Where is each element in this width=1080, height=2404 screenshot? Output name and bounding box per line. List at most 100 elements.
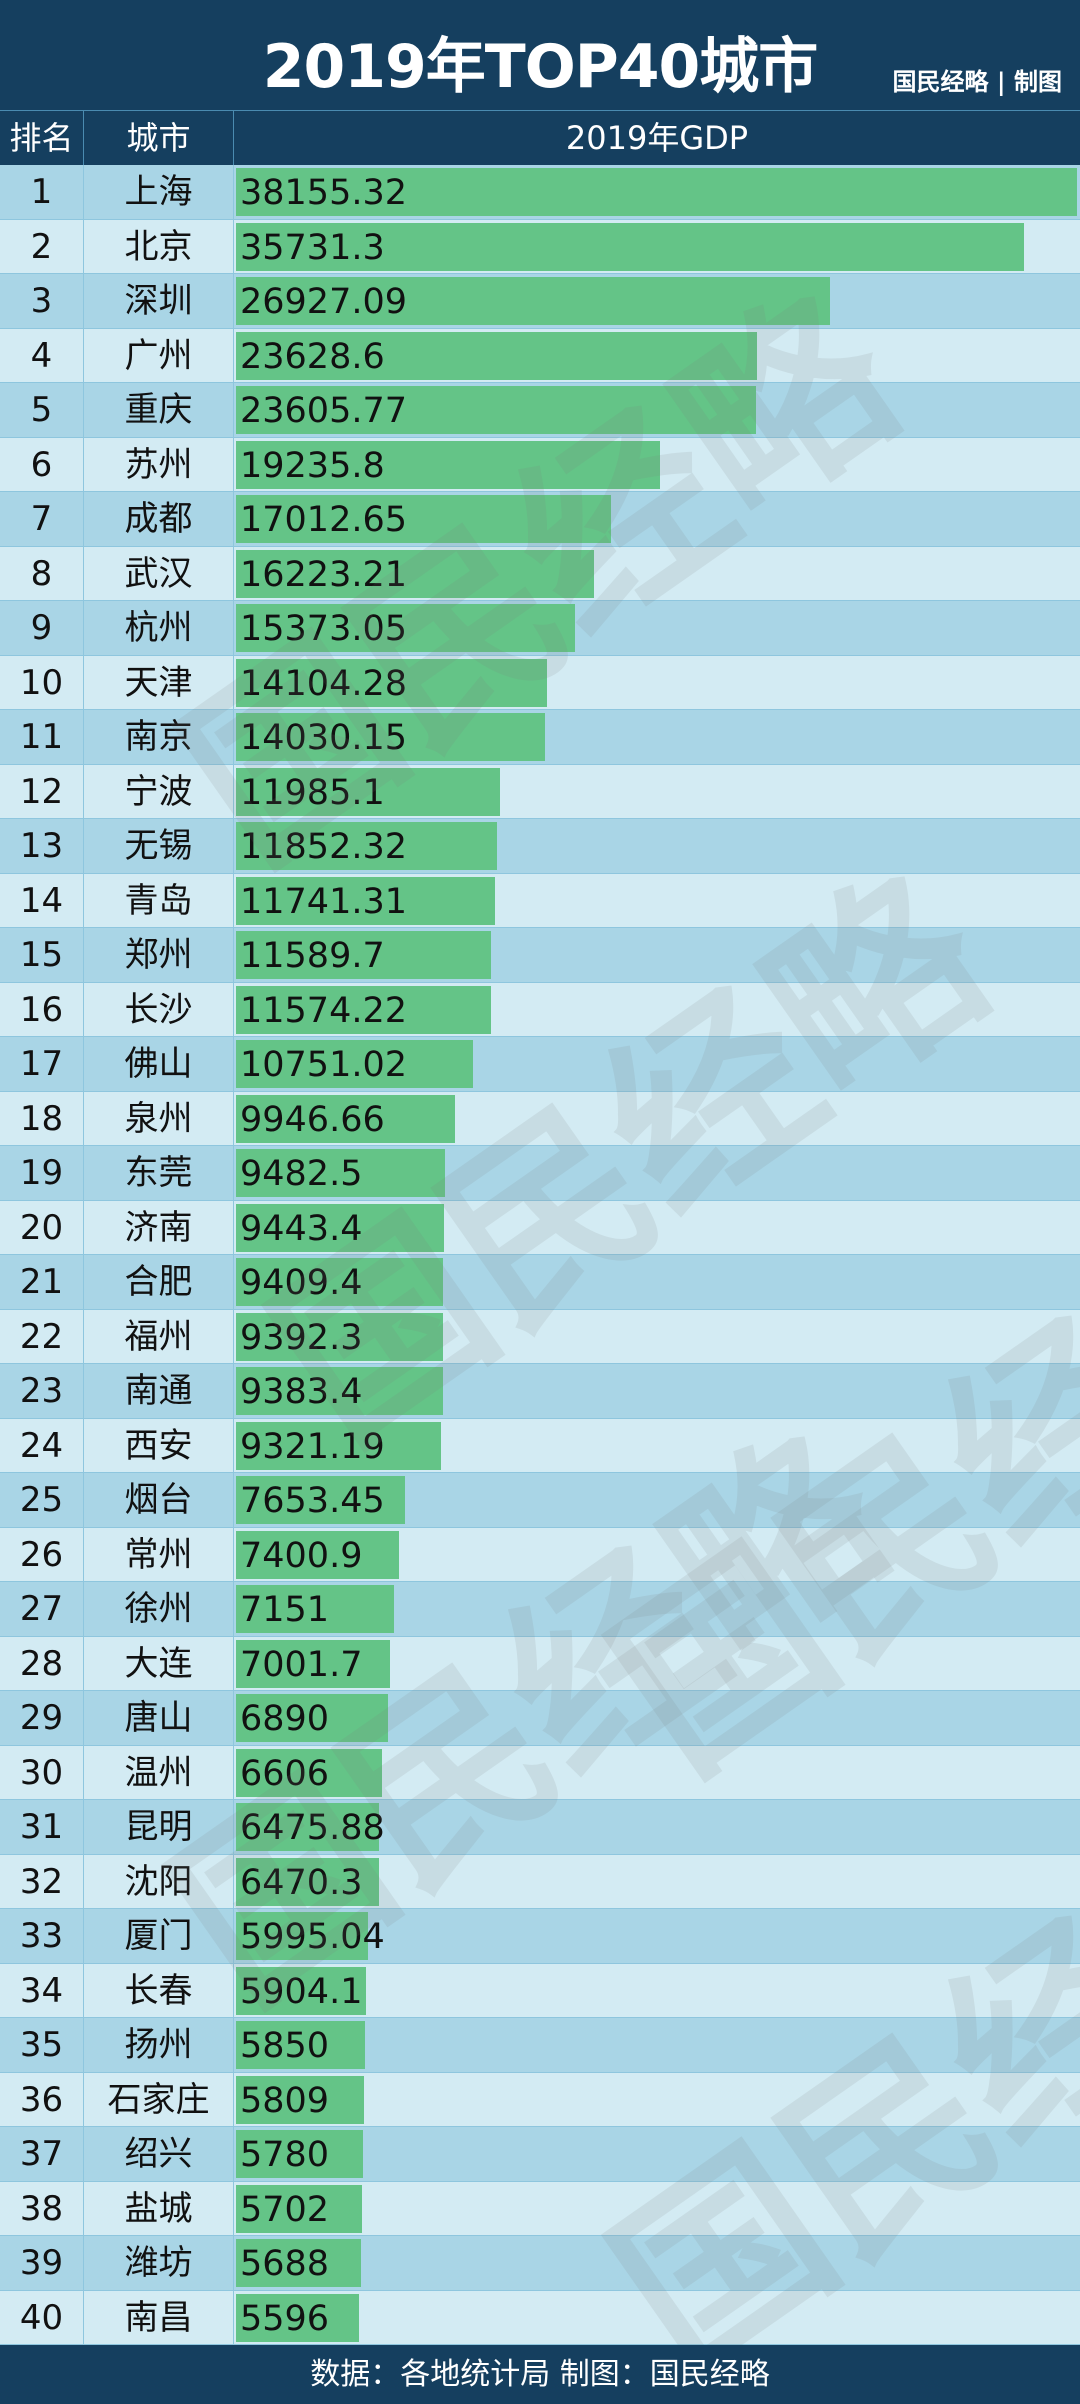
city-label: 常州 bbox=[84, 1527, 234, 1582]
table-row: 9 杭州 15373.05 bbox=[0, 601, 1080, 656]
gdp-value-label: 17012.65 bbox=[240, 500, 408, 540]
gdp-value-label: 9409.4 bbox=[240, 1263, 363, 1303]
gdp-bar bbox=[236, 2239, 362, 2287]
gdp-value-label: 5809 bbox=[240, 2080, 330, 2121]
gdp-bar bbox=[236, 1149, 445, 1197]
city-label: 温州 bbox=[84, 1745, 234, 1800]
table-row: 14 青岛 11741.31 bbox=[0, 873, 1080, 928]
gdp-bar bbox=[236, 1312, 444, 1361]
table-row: 5 重庆 23605.77 bbox=[0, 383, 1080, 438]
gdp-bar bbox=[236, 495, 611, 543]
city-label: 佛山 bbox=[84, 1037, 234, 1091]
rank-cell: 2 bbox=[0, 219, 84, 274]
gdp-value-label: 9946.66 bbox=[240, 1099, 385, 1140]
rank-cell: 37 bbox=[0, 2127, 84, 2181]
rank-cell: 31 bbox=[0, 1800, 84, 1854]
rank-cell: 5 bbox=[0, 383, 84, 437]
city-label: 广州 bbox=[84, 328, 234, 383]
table-row: 19 东莞 9482.5 bbox=[0, 1146, 1080, 1201]
gdp-value-label: 6475.88 bbox=[240, 1808, 385, 1848]
rank-cell: 25 bbox=[0, 1473, 84, 1527]
rank-cell: 17 bbox=[0, 1037, 84, 1091]
gdp-value-label: 14030.15 bbox=[240, 718, 408, 758]
gdp-value-label: 19235.8 bbox=[240, 445, 385, 486]
gdp-bar bbox=[236, 1912, 369, 1960]
gdp-value-label: 23628.6 bbox=[240, 336, 385, 377]
gdp-bar bbox=[236, 1203, 445, 1252]
city-label: 扬州 bbox=[84, 2018, 234, 2072]
city-label: 唐山 bbox=[84, 1691, 234, 1745]
table-row: 2 北京 35731.3 bbox=[0, 219, 1080, 274]
rank-cell: 20 bbox=[0, 1200, 84, 1255]
city-label: 重庆 bbox=[84, 383, 234, 437]
rank-cell: 33 bbox=[0, 1909, 84, 1963]
chart-title: 2019年TOP40城市 bbox=[262, 32, 818, 102]
gdp-bar bbox=[236, 713, 546, 761]
rank-cell: 8 bbox=[0, 546, 84, 601]
gdp-bar bbox=[236, 1585, 394, 1633]
city-label: 西安 bbox=[84, 1418, 234, 1473]
gdp-bar bbox=[236, 1094, 456, 1143]
gdp-bar bbox=[236, 2075, 365, 2124]
rank-cell: 38 bbox=[0, 2181, 84, 2236]
gdp-value-label: 11589.7 bbox=[240, 936, 385, 976]
gdp-bar bbox=[236, 1803, 379, 1851]
table-row: 26 常州 7400.9 bbox=[0, 1527, 1080, 1582]
city-label: 厦门 bbox=[84, 1909, 234, 1963]
city-label: 盐城 bbox=[84, 2181, 234, 2236]
rank-cell: 15 bbox=[0, 928, 84, 982]
gdp-value-label: 6890 bbox=[240, 1699, 330, 1739]
rank-cell: 39 bbox=[0, 2236, 84, 2290]
gdp-value-label: 5688 bbox=[240, 2244, 330, 2284]
city-label: 大连 bbox=[84, 1636, 234, 1691]
city-label: 武汉 bbox=[84, 546, 234, 601]
table-row: 32 沈阳 6470.3 bbox=[0, 1854, 1080, 1909]
gdp-bar bbox=[236, 1476, 405, 1524]
credit-label: 国民经略 | 制图 bbox=[892, 67, 1062, 96]
table-row: 1 上海 38155.32 bbox=[0, 165, 1080, 220]
footer-source: 数据：各地统计局 制图：国民经略 bbox=[0, 2345, 1080, 2404]
table-row: 40 南昌 5596 bbox=[0, 2290, 1080, 2345]
rank-cell: 10 bbox=[0, 655, 84, 710]
gdp-bar bbox=[236, 1966, 367, 2015]
city-label: 石家庄 bbox=[84, 2072, 234, 2127]
gdp-value-label: 10751.02 bbox=[240, 1045, 408, 1085]
city-label: 郑州 bbox=[84, 928, 234, 982]
table-row: 22 福州 9392.3 bbox=[0, 1309, 1080, 1364]
gdp-value-label: 9482.5 bbox=[240, 1154, 363, 1194]
gdp-value-label: 7001.7 bbox=[240, 1644, 363, 1685]
table-row: 27 徐州 7151 bbox=[0, 1582, 1080, 1637]
rank-cell: 1 bbox=[0, 165, 84, 219]
table-row: 7 成都 17012.65 bbox=[0, 492, 1080, 547]
city-label: 上海 bbox=[84, 165, 234, 219]
table-row: 6 苏州 19235.8 bbox=[0, 437, 1080, 492]
table-row: 37 绍兴 5780 bbox=[0, 2127, 1080, 2182]
table-row: 11 南京 14030.15 bbox=[0, 710, 1080, 765]
city-label: 烟台 bbox=[84, 1473, 234, 1527]
gdp-bar bbox=[236, 440, 660, 489]
city-label: 宁波 bbox=[84, 764, 234, 819]
gdp-value-label: 35731.3 bbox=[240, 227, 385, 268]
rank-cell: 4 bbox=[0, 328, 84, 383]
city-label: 无锡 bbox=[84, 819, 234, 873]
table-row: 33 厦门 5995.04 bbox=[0, 1909, 1080, 1964]
table-row: 12 宁波 11985.1 bbox=[0, 764, 1080, 819]
gdp-bar bbox=[236, 1421, 442, 1470]
rank-cell: 26 bbox=[0, 1527, 84, 1582]
rank-cell: 30 bbox=[0, 1745, 84, 1800]
rank-cell: 40 bbox=[0, 2290, 84, 2345]
table-row: 17 佛山 10751.02 bbox=[0, 1037, 1080, 1092]
gdp-value-label: 7653.45 bbox=[240, 1481, 385, 1521]
gdp-value-label: 6470.3 bbox=[240, 1862, 363, 1903]
city-label: 昆明 bbox=[84, 1800, 234, 1854]
rank-cell: 34 bbox=[0, 1963, 84, 2018]
gdp-value-label: 5850 bbox=[240, 2026, 330, 2066]
city-label: 沈阳 bbox=[84, 1854, 234, 1909]
gdp-bar bbox=[236, 2021, 365, 2069]
rank-cell: 23 bbox=[0, 1364, 84, 1418]
rank-cell: 22 bbox=[0, 1309, 84, 1364]
gdp-bar bbox=[236, 876, 495, 925]
rank-cell: 9 bbox=[0, 601, 84, 655]
gdp-bar bbox=[236, 1639, 391, 1688]
gdp-bar bbox=[236, 1748, 382, 1797]
